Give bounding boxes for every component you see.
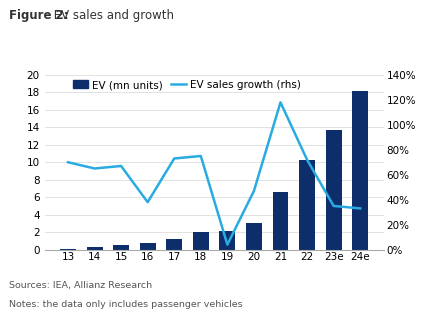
Bar <box>166 239 182 250</box>
Legend: EV (mn units), EV sales growth (rhs): EV (mn units), EV sales growth (rhs) <box>73 80 301 90</box>
Bar <box>273 192 289 250</box>
Bar <box>193 232 209 250</box>
Bar <box>60 249 76 250</box>
Bar <box>140 243 156 250</box>
Text: EV sales and growth: EV sales and growth <box>50 9 174 22</box>
Bar <box>87 247 103 250</box>
Bar <box>326 130 342 250</box>
Bar <box>299 160 315 250</box>
Bar <box>219 231 235 250</box>
Text: Sources: IEA, Allianz Research: Sources: IEA, Allianz Research <box>9 281 152 290</box>
Text: Notes: the data only includes passenger vehicles: Notes: the data only includes passenger … <box>9 300 243 309</box>
Bar <box>246 222 262 250</box>
Text: Figure 2:: Figure 2: <box>9 9 69 22</box>
Bar <box>352 91 368 250</box>
Bar <box>113 245 129 250</box>
